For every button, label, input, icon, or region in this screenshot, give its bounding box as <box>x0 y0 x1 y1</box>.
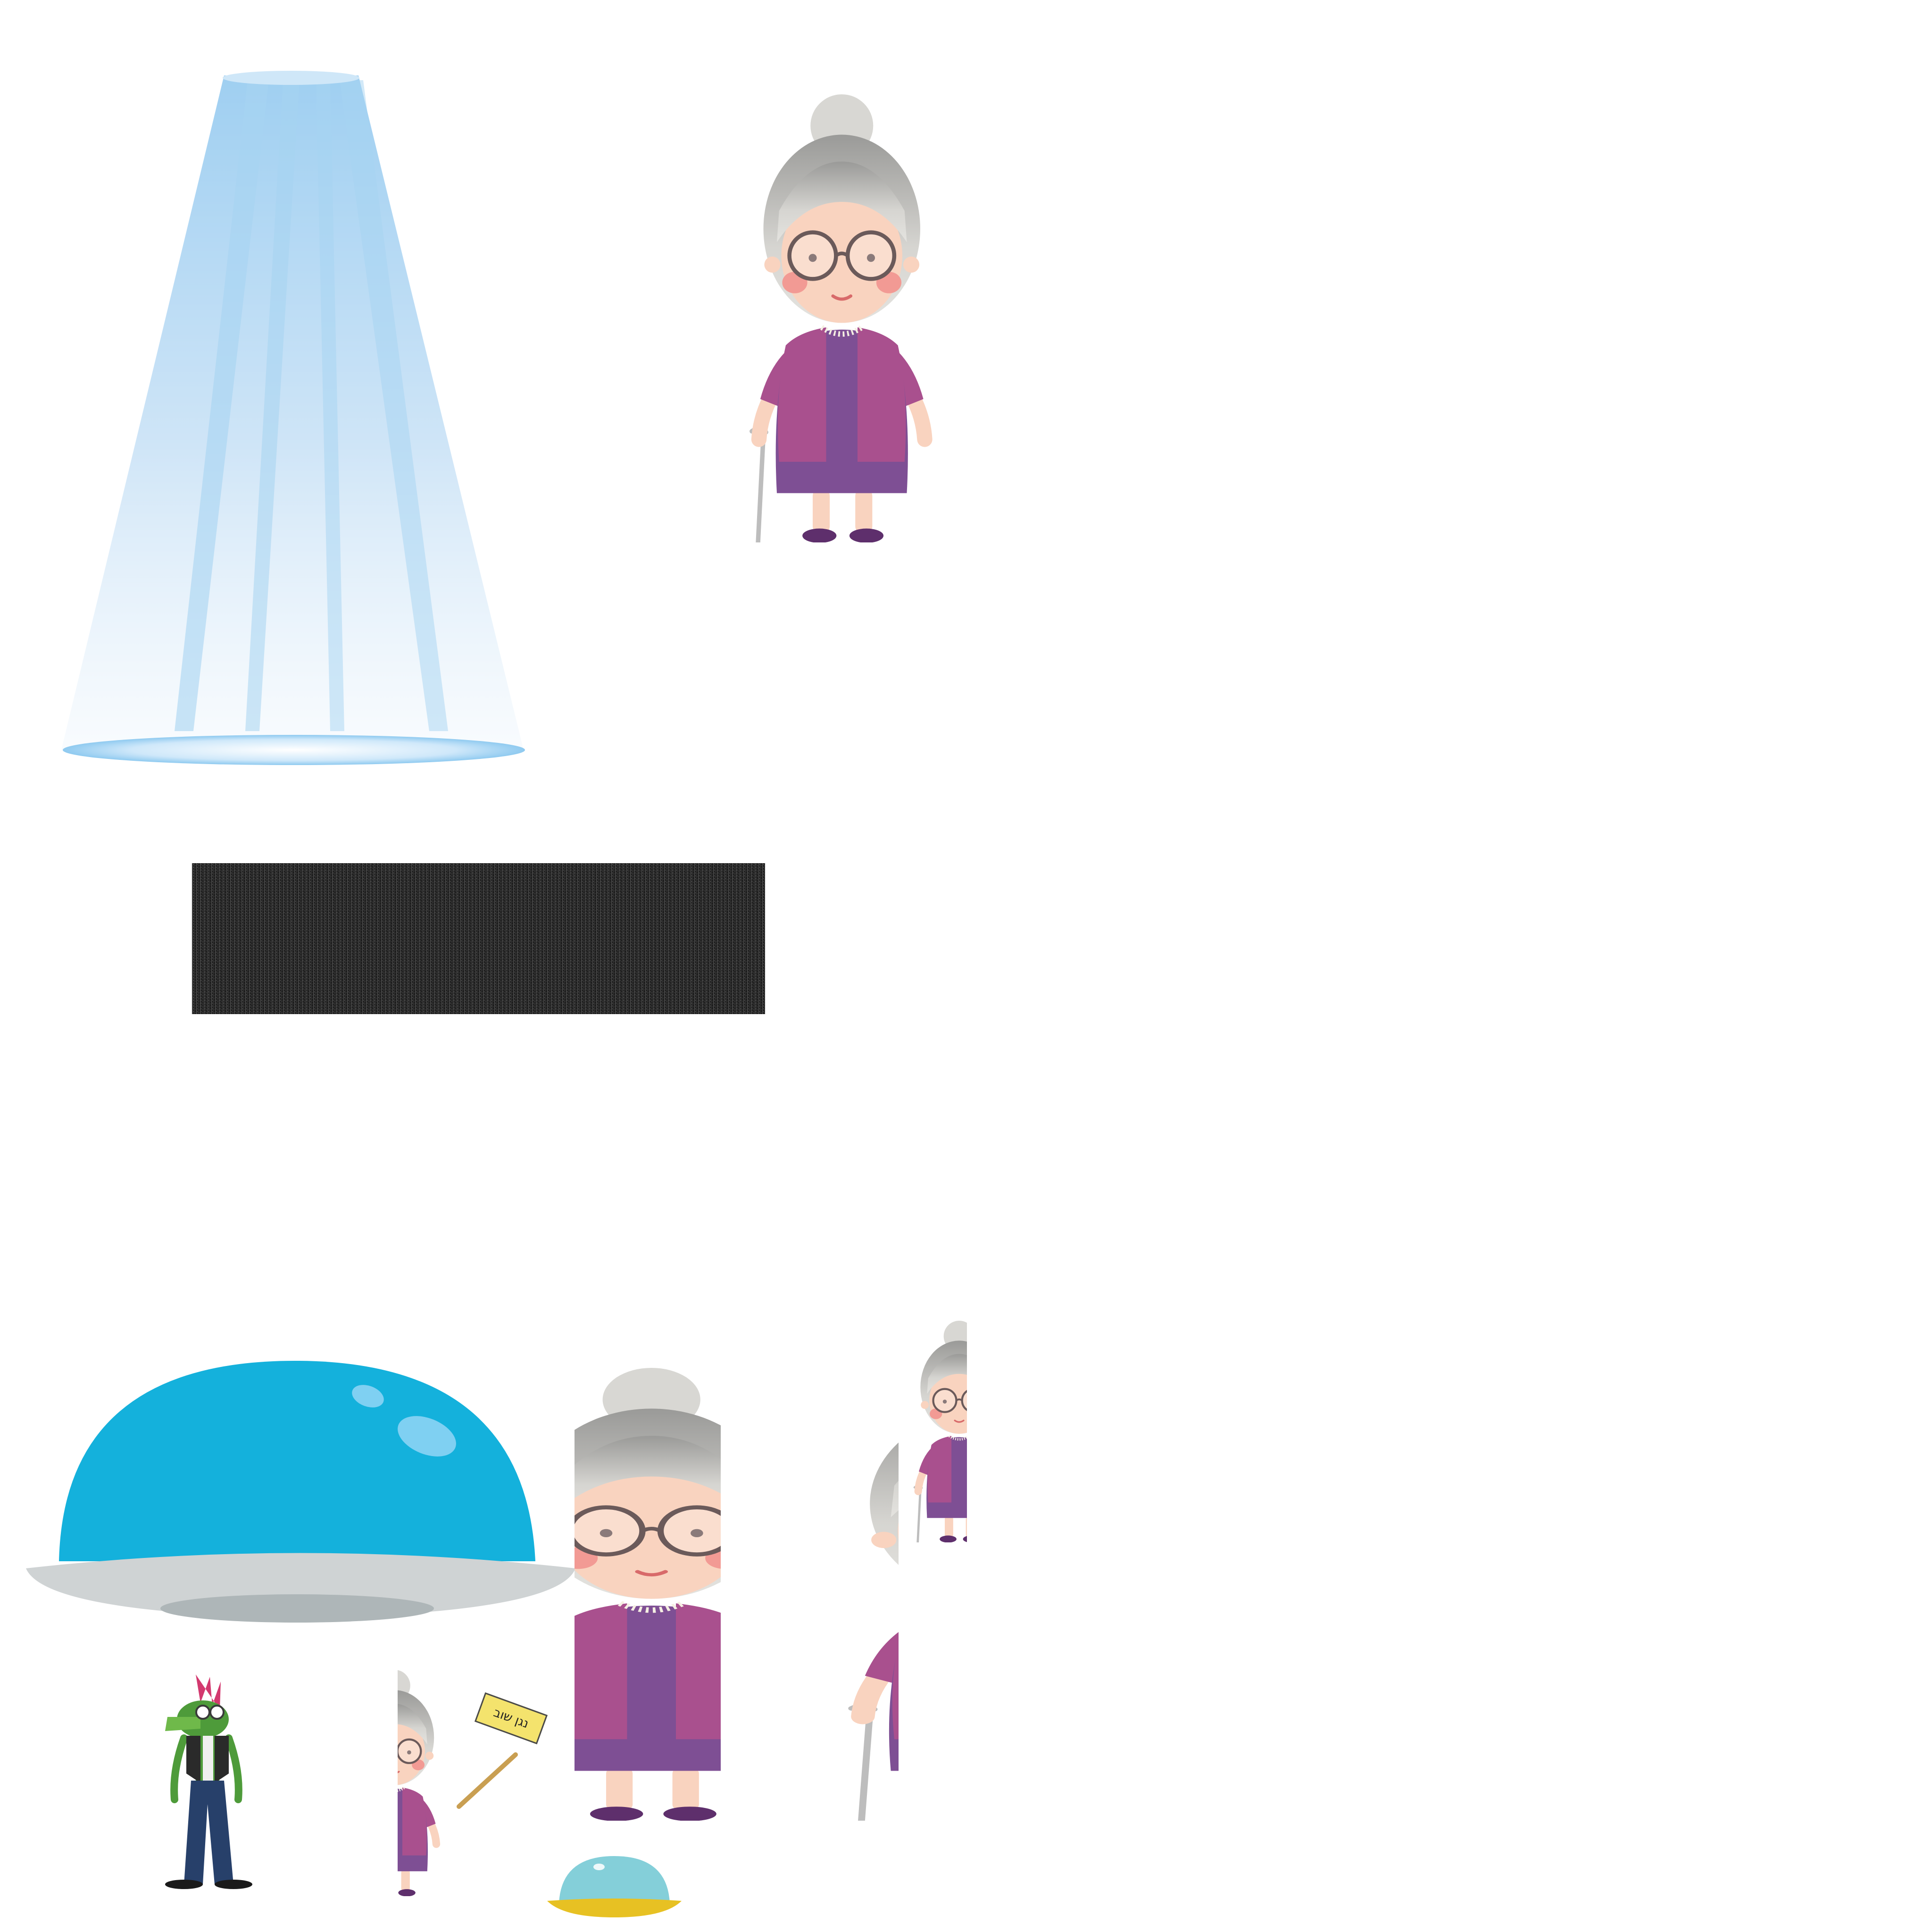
dark-fabric-texture <box>192 863 765 1014</box>
grandma-holding-sign: נגן שוב <box>398 1670 549 1896</box>
grandma-small-slice <box>899 1321 967 1542</box>
sign-text: נגן שוב <box>491 1705 531 1732</box>
grandma-left-half <box>575 1368 721 1821</box>
small-ufo-dome <box>547 1854 682 1917</box>
ufo-saucer <box>26 1358 575 1623</box>
grandma-right-half <box>769 1368 899 1821</box>
crocodile-punk <box>158 1670 259 1891</box>
grandma-full <box>712 94 967 542</box>
light-beam <box>61 71 533 807</box>
